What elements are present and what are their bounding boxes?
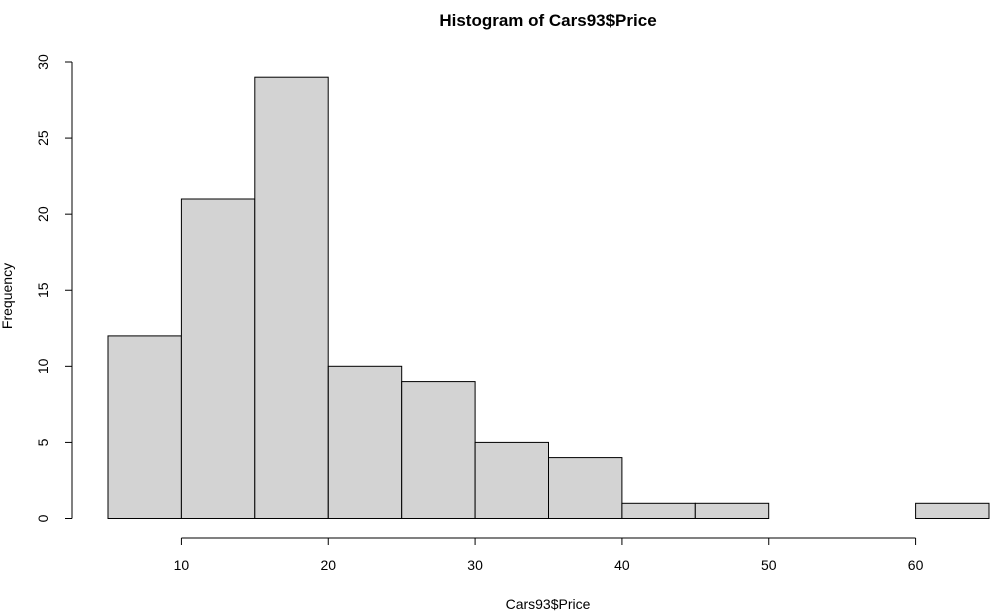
x-tick-label: 10 [174, 557, 190, 573]
y-tick-label: 30 [35, 54, 51, 70]
y-tick-label: 20 [35, 206, 51, 222]
histogram-bar [694, 502, 770, 519]
histogram-bar [254, 76, 329, 519]
y-tick-label: 10 [35, 358, 51, 374]
x-tick-label: 30 [467, 557, 483, 573]
histogram-bar [401, 381, 476, 519]
bars-group [107, 76, 990, 520]
histogram-bar [180, 198, 256, 519]
y-axis-label: Frequency [0, 263, 15, 329]
x-axis: 10 20 30 40 50 60 [174, 537, 924, 573]
histogram-bar [915, 502, 990, 519]
y-tick-label: 15 [35, 282, 51, 298]
x-tick-label: 60 [908, 557, 924, 573]
histogram-bar [327, 365, 403, 519]
x-axis-label: Cars93$Price [506, 596, 591, 612]
y-tick-label: 5 [35, 438, 51, 446]
y-tick-label: 0 [35, 514, 51, 522]
y-axis: 0 5 10 15 20 25 30 [35, 54, 73, 522]
chart-title: Histogram of Cars93$Price [439, 11, 656, 30]
histogram-bar [621, 502, 696, 519]
y-tick-label: 25 [35, 130, 51, 146]
histogram-bar [107, 335, 182, 519]
x-tick-label: 40 [614, 557, 630, 573]
histogram-bar [474, 441, 550, 519]
histogram-bar [548, 457, 623, 520]
x-tick-label: 20 [320, 557, 336, 573]
x-tick-label: 50 [761, 557, 777, 573]
